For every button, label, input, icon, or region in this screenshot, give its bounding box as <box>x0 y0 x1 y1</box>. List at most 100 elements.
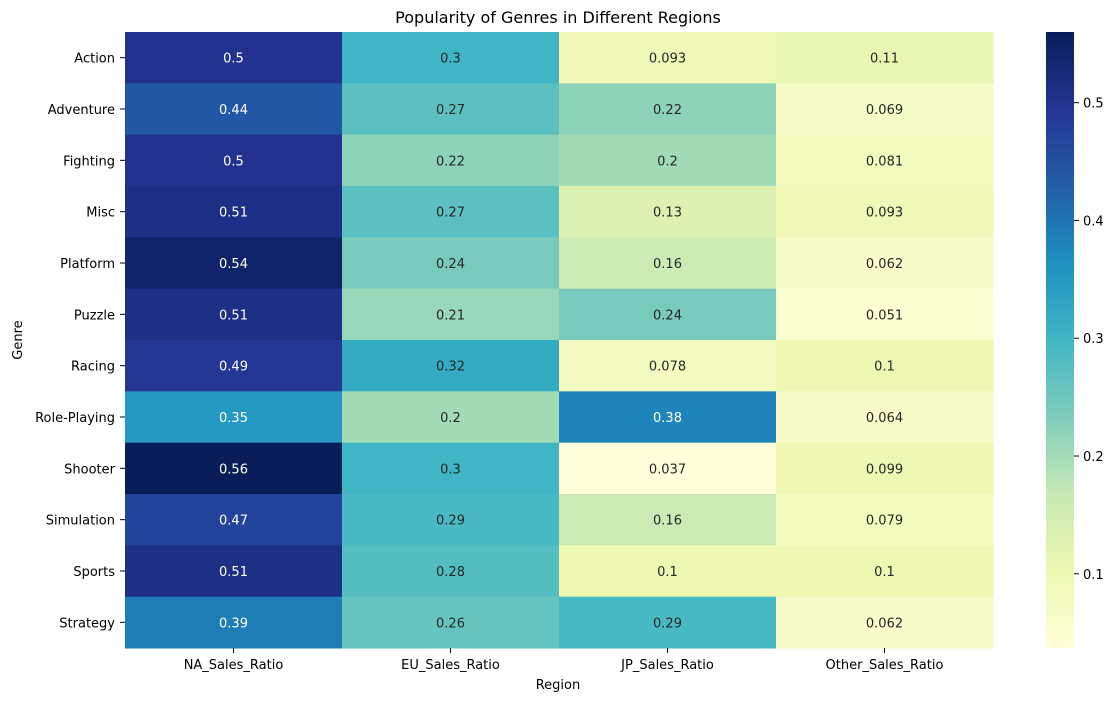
heatmap-cell-label: 0.079 <box>866 514 903 529</box>
colorbar-tick-label: 0.1 <box>1083 568 1104 583</box>
heatmap-cell <box>559 134 777 187</box>
y-tick-label: Shooter <box>64 462 115 477</box>
heatmap-cell-label: 0.21 <box>436 308 465 323</box>
x-tick-label: NA_Sales_Ratio <box>184 658 284 673</box>
heatmap-cell <box>125 134 343 187</box>
y-axis-label: Genre <box>11 320 26 359</box>
heatmap-cells <box>125 32 994 649</box>
heatmap-cell-label: 0.2 <box>657 154 678 169</box>
chart-title: Popularity of Genres in Different Region… <box>395 8 721 27</box>
heatmap-cell-label: 0.44 <box>219 103 248 118</box>
heatmap-cell-label: 0.29 <box>436 514 465 529</box>
x-axis-label: Region <box>536 678 581 693</box>
heatmap-cell-label: 0.35 <box>219 411 248 426</box>
heatmap-cell-label: 0.26 <box>436 616 465 631</box>
heatmap-cell <box>125 237 343 290</box>
heatmap-cell <box>342 340 560 392</box>
heatmap-cell <box>125 83 343 136</box>
heatmap-cell-label: 0.093 <box>866 206 903 221</box>
heatmap-cell-label: 0.47 <box>219 514 248 529</box>
y-tick-label: Action <box>74 52 115 67</box>
heatmap-cell <box>125 596 343 649</box>
heatmap-cell <box>342 494 560 546</box>
heatmap-cell <box>559 545 777 598</box>
heatmap-cell <box>559 288 777 341</box>
heatmap-cell-label: 0.51 <box>219 565 248 580</box>
heatmap-cell <box>125 288 343 341</box>
heatmap-cell <box>776 288 994 341</box>
heatmap-cell-label: 0.16 <box>653 514 682 529</box>
x-tick-label: EU_Sales_Ratio <box>401 658 500 673</box>
heatmap-cell-label: 0.051 <box>866 308 903 323</box>
colorbar-tick-label: 0.4 <box>1083 214 1104 229</box>
heatmap-cell <box>559 340 777 392</box>
y-tick-label: Puzzle <box>74 308 115 323</box>
heatmap-cell <box>125 340 343 392</box>
heatmap-cell-label: 0.22 <box>436 154 465 169</box>
heatmap-cell <box>342 134 560 187</box>
heatmap-cell-label: 0.51 <box>219 308 248 323</box>
y-tick-label: Fighting <box>63 154 115 169</box>
heatmap-cell <box>342 186 560 238</box>
x-axis-ticks: NA_Sales_Ratio EU_Sales_Ratio JP_Sales_Rat… <box>184 648 943 673</box>
y-tick-label: Misc <box>86 206 115 221</box>
heatmap-cell-labels: 0.5 0.3 0.093 0.11 0.44 0.27 0.22 0.069 0.5 0.22 0… <box>219 52 903 632</box>
heatmap-cell <box>776 596 994 649</box>
heatmap-cell <box>559 83 777 136</box>
heatmap-cell-label: 0.11 <box>870 52 899 67</box>
heatmap-cell <box>125 391 343 444</box>
y-tick-label: Adventure <box>48 103 115 118</box>
heatmap-cell-label: 0.54 <box>219 257 248 272</box>
heatmap-cell-label: 0.037 <box>649 462 686 477</box>
heatmap-cell <box>559 32 777 84</box>
heatmap-cell-label: 0.093 <box>649 52 686 67</box>
heatmap-cell <box>776 545 994 598</box>
heatmap-cell <box>342 237 560 290</box>
colorbar-tick-label: 0.5 <box>1083 97 1104 112</box>
colorbar-tick-label: 0.3 <box>1083 332 1104 347</box>
heatmap-cell-label: 0.51 <box>219 206 248 221</box>
heatmap-cell <box>342 288 560 341</box>
heatmap-cell <box>559 442 777 495</box>
heatmap-cell-label: 0.39 <box>219 616 248 631</box>
heatmap-cell <box>342 32 560 84</box>
heatmap-cell-label: 0.069 <box>866 103 903 118</box>
heatmap-cell-label: 0.5 <box>223 154 244 169</box>
heatmap-cell-label: 0.13 <box>653 206 682 221</box>
heatmap-cell <box>342 391 560 444</box>
heatmap-cell <box>559 494 777 546</box>
heatmap-cell <box>776 32 994 84</box>
heatmap-cell-label: 0.062 <box>866 257 903 272</box>
heatmap-cell-label: 0.078 <box>649 360 686 375</box>
heatmap-cell-label: 0.1 <box>874 565 895 580</box>
heatmap-cell <box>776 340 994 392</box>
heatmap-cell <box>776 237 994 290</box>
heatmap-cell-label: 0.38 <box>653 411 682 426</box>
heatmap-cell <box>342 596 560 649</box>
colorbar-tick-label: 0.2 <box>1083 450 1104 465</box>
heatmap-cell <box>342 545 560 598</box>
y-tick-label: Role-Playing <box>35 411 115 426</box>
heatmap-cell <box>776 494 994 546</box>
heatmap-cell <box>776 83 994 136</box>
heatmap-cell-label: 0.1 <box>874 360 895 375</box>
heatmap-cell <box>776 134 994 187</box>
heatmap-cell-label: 0.49 <box>219 360 248 375</box>
heatmap-cell-label: 0.28 <box>436 565 465 580</box>
heatmap-cell-label: 0.2 <box>440 411 461 426</box>
y-tick-label: Sports <box>73 565 115 580</box>
heatmap-cell <box>125 494 343 546</box>
heatmap-cell <box>125 32 343 84</box>
heatmap-cell-label: 0.3 <box>440 52 461 67</box>
y-tick-label: Strategy <box>59 616 115 631</box>
heatmap-cell-label: 0.32 <box>436 360 465 375</box>
y-tick-label: Racing <box>71 360 115 375</box>
heatmap-cell <box>342 442 560 495</box>
colorbar-ticks: 0.1 0.2 0.3 0.4 0.5 <box>1074 97 1104 583</box>
heatmap-cell-label: 0.56 <box>219 462 248 477</box>
heatmap-cell-label: 0.099 <box>866 462 903 477</box>
heatmap-cell-label: 0.5 <box>223 52 244 67</box>
heatmap-cell <box>559 391 777 444</box>
heatmap-cell <box>342 83 560 136</box>
